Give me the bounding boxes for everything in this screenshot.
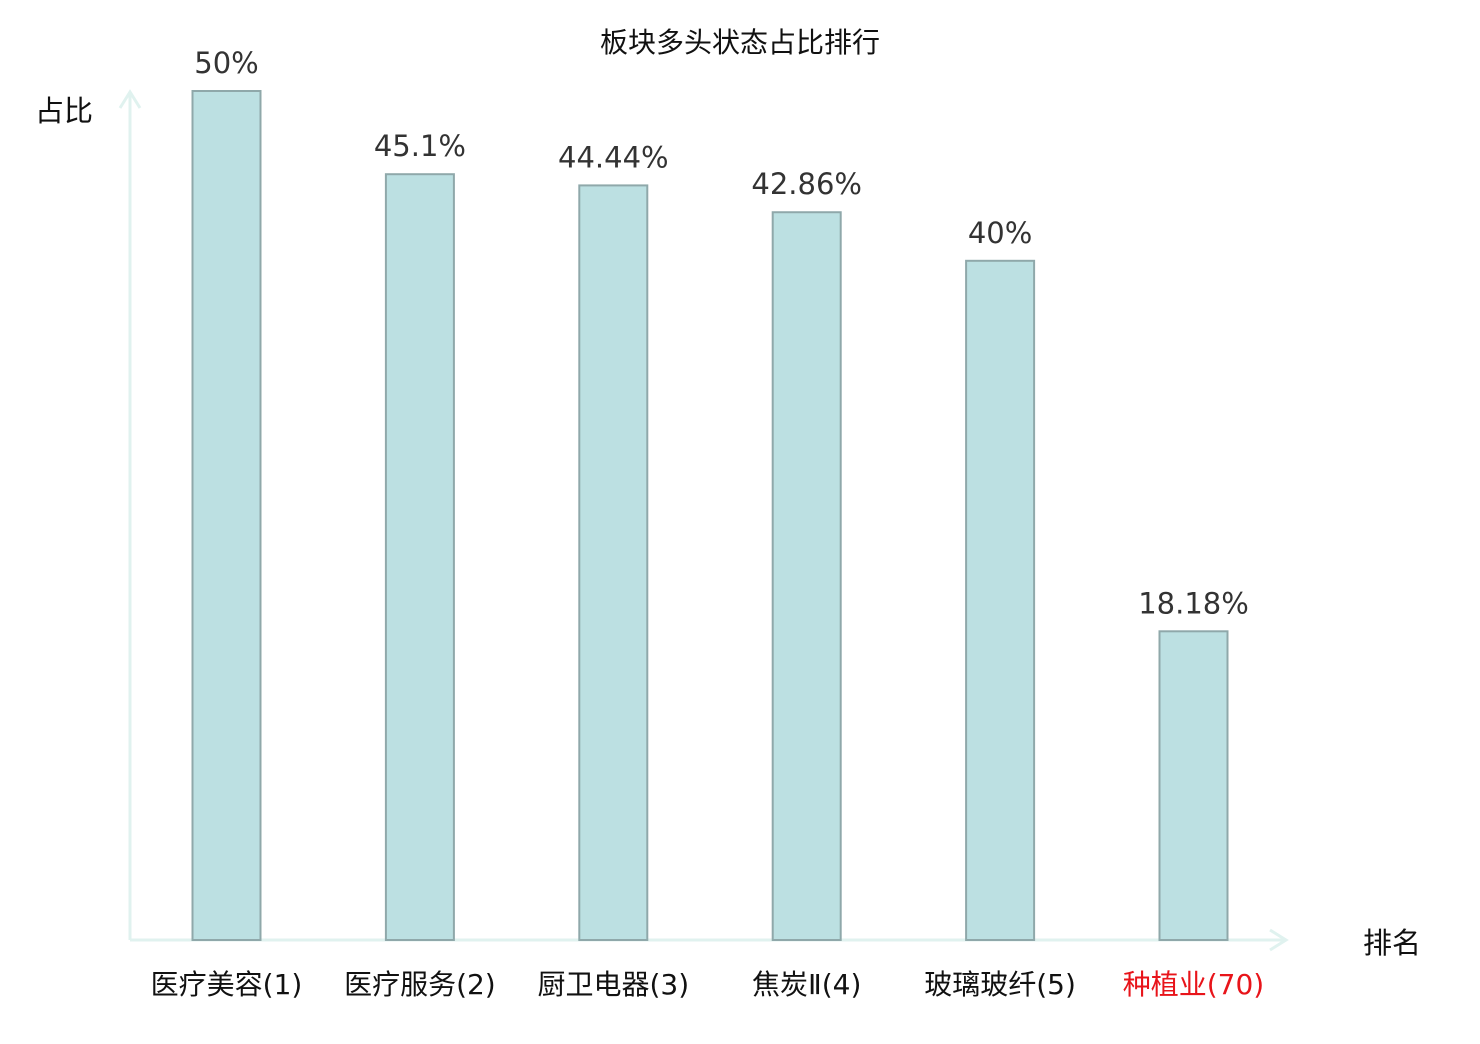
bar [191,90,262,941]
x-tick-label: 种植业(70) [1123,968,1264,1001]
x-axis-arrow [1269,928,1289,952]
bar-value-label: 18.18% [1138,586,1249,620]
bar [578,184,649,941]
x-axis-label: 排名 [1363,926,1421,960]
x-tick-label: 厨卫电器(3) [537,968,689,1001]
value-labels: 50% 45.1% 44.44% 42.86% 40% 18.18% [194,46,1249,620]
bar [384,173,455,941]
y-axis-label: 占比 [35,94,93,128]
x-tick-label: 医疗美容(1) [151,968,303,1001]
bar [965,259,1036,941]
bar [1158,630,1229,941]
bar-value-label: 40% [968,216,1032,250]
x-tick-label: 玻璃玻纤(5) [924,968,1076,1001]
x-tick-labels: 医疗美容(1) 医疗服务(2) 厨卫电器(3) 焦炭Ⅱ(4) 玻璃玻纤(5) 种植业(70… [151,968,1265,1001]
bars [191,90,1229,942]
x-tick-label: 医疗服务(2) [344,968,496,1001]
bar [771,211,842,942]
bar-value-label: 50% [194,46,258,80]
x-tick-label: 焦炭Ⅱ(4) [752,968,861,1001]
bar-value-label: 45.1% [374,129,466,163]
axes [118,89,1289,952]
chart-title: 板块多头状态占比排行 [600,26,880,59]
bar-value-label: 42.86% [751,167,862,201]
bar-value-label: 44.44% [558,140,669,174]
y-axis-arrow [118,89,142,109]
